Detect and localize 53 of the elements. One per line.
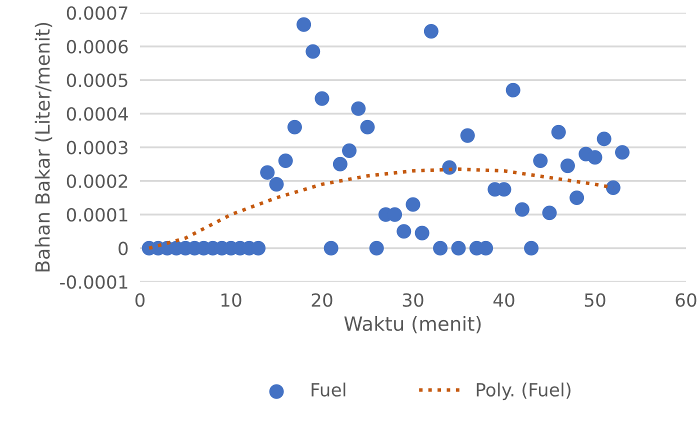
y-tick-label: 0 [118,242,128,256]
point [324,240,338,256]
x-tick-label: 10 [221,293,242,307]
point [551,124,566,140]
y-tick-label: 0.0004 [66,107,128,121]
point [269,177,284,192]
point [342,143,357,158]
point [433,240,448,256]
y-tick-label: 0.0001 [66,208,128,222]
point [332,156,348,172]
point [606,180,620,195]
point [314,91,330,106]
x-tick-label: 60 [676,293,696,307]
y-axis-title: Bahan Bakar (Liter/menit) [34,22,52,272]
point [524,240,539,256]
point [588,150,602,165]
point [278,153,293,168]
point [351,101,366,116]
point [369,240,384,256]
point [424,24,438,39]
y-tick-label: 0.0006 [66,40,128,54]
point [260,165,275,180]
point [615,145,630,160]
point [460,128,475,143]
point [442,160,457,175]
point [542,206,557,220]
point [514,202,530,217]
legend-label: Poly. (Fuel) [476,382,570,400]
legend-label: Fuel [312,382,346,397]
point [533,153,548,168]
point [451,240,466,256]
point [287,120,302,134]
x-tick-label: 0 [135,293,145,307]
point [296,17,312,32]
y-tick-label: 0.0007 [66,6,128,20]
point [406,197,420,212]
y-tick-label: 0.0002 [66,174,128,188]
y-tick-label: -0.0001 [60,275,128,289]
x-tick-label: 20 [312,293,332,307]
x-tick-label: 40 [493,293,514,307]
point [596,132,612,146]
point [360,120,375,134]
point [396,224,412,239]
x-tick-label: 50 [584,293,606,307]
point [506,82,520,98]
point [306,44,320,59]
y-tick-label: 0.0005 [66,74,128,88]
point [570,190,584,206]
point [414,226,430,240]
x-tick-label: 30 [402,293,424,307]
point [560,158,575,174]
x-axis-title: Waktu (menit) [344,316,481,334]
y-tick-label: 0.0003 [66,140,128,154]
